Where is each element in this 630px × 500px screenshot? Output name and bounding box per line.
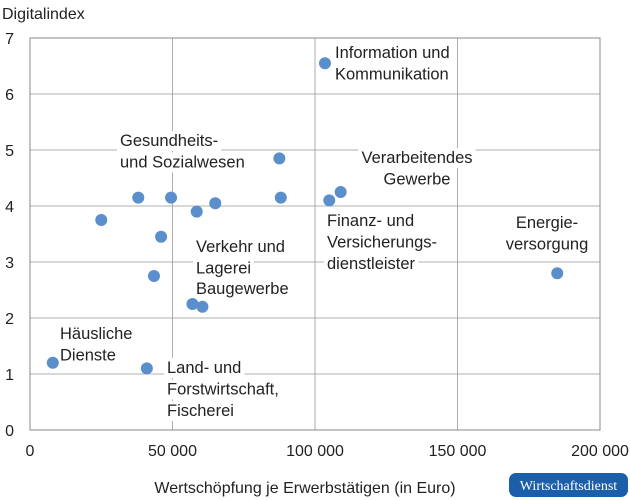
annotation: Land- und — [167, 359, 241, 377]
annotation: Häusliche — [60, 325, 132, 343]
point — [209, 197, 222, 210]
point — [155, 230, 168, 243]
x-tick-label: 0 — [26, 443, 35, 460]
annotation-bg — [57, 324, 136, 344]
annotation: Energie- — [516, 214, 578, 232]
annotation: versorgung — [506, 236, 589, 254]
annotation: Kommunikation — [335, 66, 449, 84]
point — [318, 57, 331, 70]
annotation-bg — [380, 169, 454, 190]
annotation: Versicherungs- — [327, 234, 437, 252]
point — [190, 205, 203, 218]
source: Wirtschaftsdienst — [520, 479, 618, 494]
x-tick-label: 200 000 — [571, 443, 629, 460]
annotation-bg — [164, 379, 282, 400]
annotation-bg — [117, 131, 222, 151]
y-tick-label: 3 — [5, 255, 14, 272]
point — [147, 270, 160, 282]
annotation: Lagerei — [196, 260, 251, 278]
annotation: Verkehr und — [196, 238, 285, 256]
annotation: Forstwirtschaft, — [167, 381, 279, 399]
point — [95, 214, 108, 226]
point — [140, 362, 153, 375]
source-badge — [509, 473, 628, 497]
annotation-bg — [324, 254, 419, 274]
point — [196, 300, 209, 313]
annotation: Baugewerbe — [196, 280, 289, 298]
annotation-bg — [358, 148, 476, 168]
annotation-bg — [193, 258, 255, 279]
annotation: Information und — [335, 44, 450, 62]
x-tick-label: 50 000 — [148, 443, 197, 460]
x-axis-label: Wertschöpfung je Erwerbstätigen (in Euro… — [154, 480, 455, 497]
point — [132, 191, 145, 204]
y-tick-label: 5 — [5, 143, 14, 160]
annotation: dienstleister — [327, 255, 416, 273]
y-tick-label: 4 — [5, 199, 14, 216]
annotation-bg — [512, 213, 582, 233]
point — [165, 191, 178, 204]
annotation-bg — [324, 232, 441, 253]
annotation: Verarbeitendes — [362, 149, 473, 167]
point — [273, 152, 286, 165]
annotation-bg — [57, 345, 119, 366]
annotation: Finanz- und — [327, 212, 414, 230]
y-tick-label: 6 — [5, 87, 14, 104]
point — [46, 356, 59, 369]
plot-frame — [29, 37, 601, 431]
annotation-bg — [332, 43, 453, 63]
annotation: und Sozialwesen — [120, 154, 245, 172]
annotation: Dienste — [60, 347, 116, 365]
annotation: Gesundheits- — [120, 132, 218, 150]
annotation-bg — [502, 234, 592, 255]
point — [186, 298, 199, 310]
point — [274, 191, 287, 204]
annotation-bg — [193, 279, 292, 299]
annotation-bg — [164, 401, 237, 421]
annotation-bg — [332, 64, 452, 85]
y-tick-label: 7 — [5, 31, 14, 48]
x-tick-label: 100 000 — [286, 443, 344, 460]
y-tick-label: 2 — [5, 311, 14, 328]
point — [323, 194, 336, 207]
y-tick-label: 0 — [5, 423, 14, 440]
point — [334, 186, 347, 198]
x-tick-label: 150 000 — [429, 443, 487, 460]
annotation: Gewerbe — [384, 171, 451, 189]
y-tick-label: 1 — [5, 367, 14, 384]
annotation: Fischerei — [167, 402, 234, 420]
annotation-bg — [164, 358, 245, 378]
annotation-bg — [193, 237, 288, 257]
annotation-bg — [117, 152, 248, 173]
annotation-bg — [324, 211, 418, 231]
point — [551, 267, 564, 280]
y-axis-label: Digitalindex — [2, 6, 85, 23]
